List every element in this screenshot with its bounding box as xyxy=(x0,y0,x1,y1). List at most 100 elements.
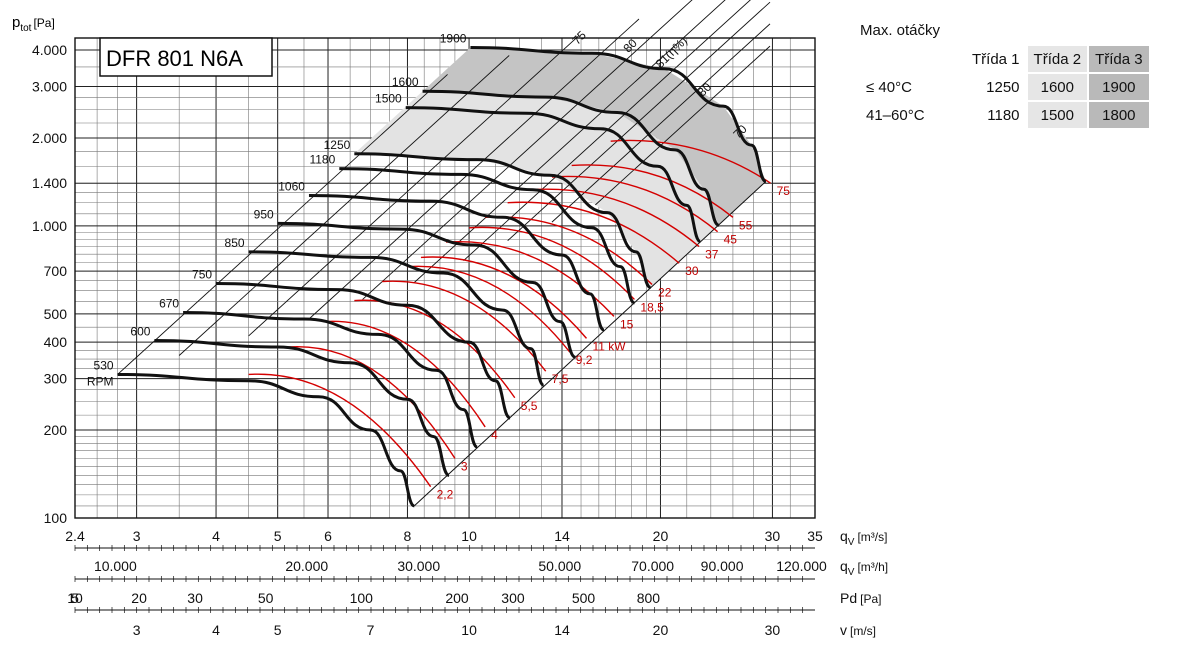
scale-tick-label: 3 xyxy=(133,622,141,638)
model-title: DFR 801 N6A xyxy=(106,46,243,71)
scale-tick-label: 20 xyxy=(653,528,669,544)
scale-tick-label: 30 xyxy=(765,622,781,638)
power-line xyxy=(288,346,456,459)
rpm-curve xyxy=(339,167,636,305)
scale-axis-label: qV [m³/h] xyxy=(840,558,888,578)
power-line xyxy=(507,201,680,264)
rpm-label: 850 xyxy=(225,236,245,250)
scale-tick-label: 500 xyxy=(572,590,596,606)
scale-axis-name: q xyxy=(840,528,848,544)
scale-axis-unit: [m/s] xyxy=(850,624,876,638)
power-line xyxy=(420,256,588,339)
scale-tick-label: 50 xyxy=(258,590,274,606)
rpm-label: 1250 xyxy=(324,138,351,152)
scale-tick-label: 50.000 xyxy=(538,558,581,574)
power-label: 5,5 xyxy=(521,399,538,413)
scale-tick-label: 20 xyxy=(131,590,147,606)
speeds-corner xyxy=(860,46,964,72)
scale-tick-label: 10 xyxy=(461,528,477,544)
operating-ray xyxy=(362,0,693,300)
speeds-row: 41–60°C 1180 1500 1800 xyxy=(860,102,1149,128)
rpm-curves xyxy=(117,45,767,508)
rpm-label: 1900 xyxy=(440,31,467,45)
scale-tick-label: 35 xyxy=(807,528,823,544)
y-axis-label-sub: tot xyxy=(20,23,31,34)
scale-tick-label: 300 xyxy=(501,590,525,606)
power-label: 22 xyxy=(658,285,672,299)
efficiency-label: 81(η%) xyxy=(653,34,690,71)
power-label: 2,2 xyxy=(437,488,454,502)
speeds-header-row: Třída 1 Třída 2 Třída 3 xyxy=(860,46,1149,72)
scale-tick-label: 8 xyxy=(404,528,412,544)
scale-tick-label: 4 xyxy=(212,622,220,638)
power-label: 9,2 xyxy=(576,353,593,367)
scale-tick-label: 10 xyxy=(461,622,477,638)
operating-ray xyxy=(178,55,510,356)
y-tick-label: 2.000 xyxy=(32,130,67,146)
plot-frame xyxy=(74,37,816,519)
scale-tick-label: 800 xyxy=(637,590,661,606)
y-axis-ticks: 4.000 3.000 2.000 1.400 1.000 700 500 400 300 200… xyxy=(32,42,67,526)
class-band xyxy=(422,47,766,226)
power-label: 3 xyxy=(461,459,468,473)
rpm-label: 530 xyxy=(94,358,114,372)
y-tick-label: 700 xyxy=(44,263,68,279)
rpm-unit: RPM xyxy=(87,374,114,388)
scale-tick-label: 5 xyxy=(274,622,282,638)
scale-tick-label: 20 xyxy=(653,622,669,638)
scale-tick-label: 10 xyxy=(67,590,83,606)
envelope-edge xyxy=(413,181,767,507)
power-label: 15 xyxy=(620,317,634,331)
speeds-cell: 1500 xyxy=(1027,102,1088,128)
y-axis-unit: [Pa] xyxy=(33,16,54,30)
y-tick-label: 300 xyxy=(44,371,68,387)
scale-tick-label: 30 xyxy=(765,528,781,544)
scale-axis-name: Pd xyxy=(840,590,857,606)
rpm-curve xyxy=(405,106,702,243)
scale-axis-label: Pd [Pa] xyxy=(840,590,881,606)
rpm-curve xyxy=(248,250,545,387)
scale-tick-label: 5 xyxy=(274,528,282,544)
rpm-curve xyxy=(354,152,652,290)
rpm-curve xyxy=(216,281,511,420)
power-line xyxy=(571,164,734,218)
scale-axis-name: q xyxy=(840,558,848,574)
power-label: 55 xyxy=(739,218,753,232)
power-label: 7,5 xyxy=(552,372,569,386)
scale-tick-label: 3 xyxy=(133,528,141,544)
scale-axis-name: v xyxy=(840,622,847,638)
rpm-curve xyxy=(154,339,450,477)
operating-ray xyxy=(308,18,640,320)
scale-tick-label: 30.000 xyxy=(397,558,440,574)
power-line xyxy=(382,280,547,372)
operating-ray xyxy=(248,35,579,337)
power-label: 37 xyxy=(705,247,719,261)
model-box xyxy=(99,37,273,77)
scale-tick-label: 100 xyxy=(350,590,374,606)
scale-axis-unit: [m³/h] xyxy=(857,560,888,574)
speeds-header-class2: Třída 2 xyxy=(1027,46,1088,72)
speeds-cell: 1900 xyxy=(1089,74,1149,100)
scale-axis-sub: V xyxy=(848,537,855,548)
speeds-cell: 1600 xyxy=(1027,74,1088,100)
scale-axis-sub: V xyxy=(848,567,855,578)
rpm-label: 950 xyxy=(254,207,274,221)
speeds-row: ≤ 40°C 1250 1600 1900 xyxy=(860,74,1149,100)
scale-axis-unit: [Pa] xyxy=(860,592,881,606)
scale-tick-label: 120.000 xyxy=(776,558,827,574)
power-label: 30 xyxy=(685,264,699,278)
y-tick-label: 200 xyxy=(44,422,68,438)
scale-tick-label: 5 xyxy=(71,590,79,606)
rpm-label: 600 xyxy=(130,325,150,339)
scale-tick-label: 20.000 xyxy=(285,558,328,574)
scale-tick-label: 70.000 xyxy=(631,558,674,574)
power-line xyxy=(323,320,486,428)
rpm-curve xyxy=(470,45,767,183)
rpm-label: 1060 xyxy=(278,180,305,194)
y-tick-label: 4.000 xyxy=(32,42,67,58)
scale-tick-label: 10.000 xyxy=(94,558,137,574)
speeds-table: Třída 1 Třída 2 Třída 3 ≤ 40°C 1250 1600… xyxy=(858,44,1151,130)
scale-axis-label: qV [m³/s] xyxy=(840,528,887,548)
efficiency-label: 80 xyxy=(621,36,641,56)
